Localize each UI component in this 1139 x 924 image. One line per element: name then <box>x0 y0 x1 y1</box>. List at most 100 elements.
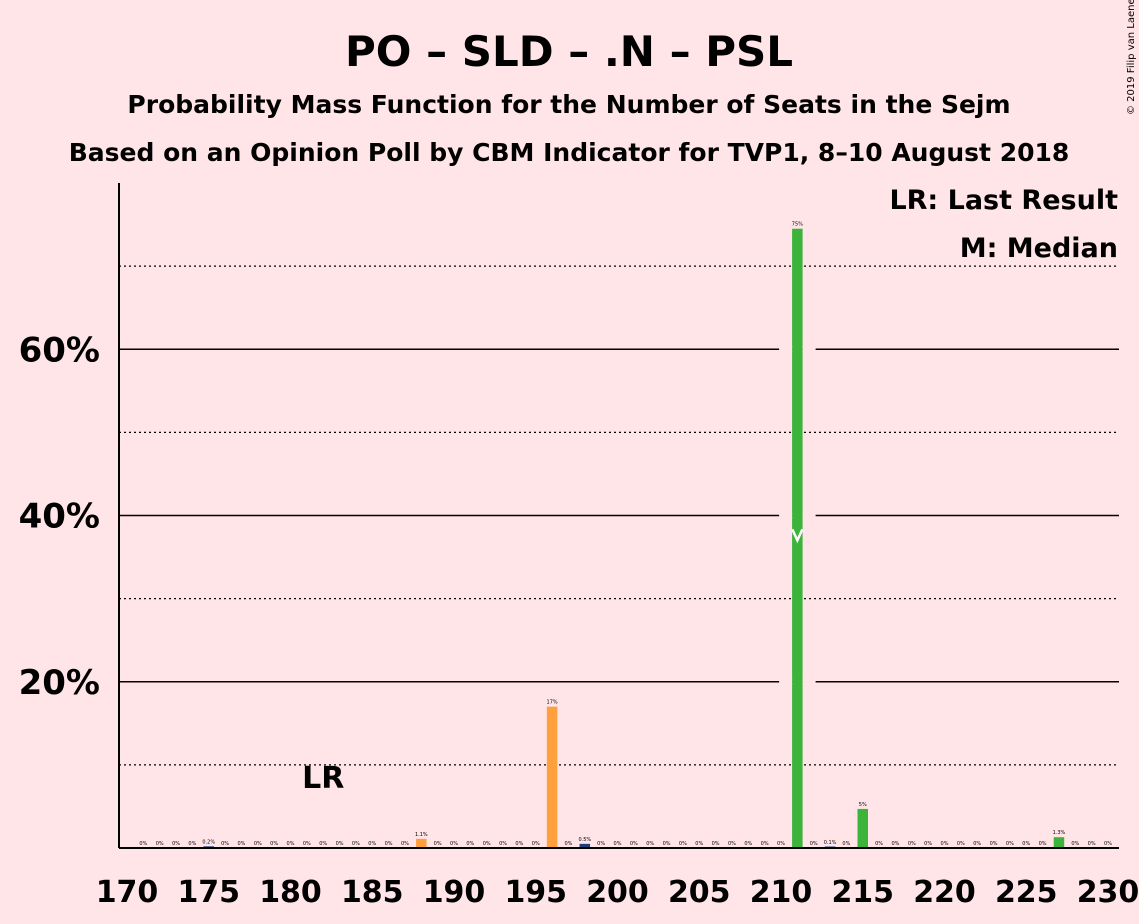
data-label-194: 0% <box>515 841 523 847</box>
data-label-212: 0% <box>810 841 818 847</box>
data-label-185: 0% <box>368 841 376 847</box>
x-tick-label-230: 230 <box>1077 875 1139 910</box>
data-label-227: 1.3% <box>1053 830 1066 836</box>
bar-196 <box>546 706 558 848</box>
data-label-224: 0% <box>1006 841 1014 847</box>
gridline-gap-left-60 <box>779 346 793 353</box>
y-tick-label-40: 40% <box>19 497 100 537</box>
data-label-226: 0% <box>1039 841 1047 847</box>
x-tick-label-190: 190 <box>423 875 486 910</box>
data-label-188: 1.1% <box>415 832 428 838</box>
data-label-205: 0% <box>695 841 703 847</box>
median-marker <box>791 528 804 544</box>
gridlines <box>119 265 1119 766</box>
copyright-note: © 2019 Filip van Laenen <box>1126 0 1137 115</box>
data-label-172: 0% <box>156 841 164 847</box>
data-label-203: 0% <box>663 841 671 847</box>
chart-subtitle-source: Based on an Opinion Poll by CBM Indicato… <box>69 138 1070 167</box>
x-tick-label-180: 180 <box>259 875 322 910</box>
data-label-189: 0% <box>434 841 442 847</box>
x-tick-label-200: 200 <box>586 875 649 910</box>
data-label-220: 0% <box>941 841 949 847</box>
data-label-223: 0% <box>990 841 998 847</box>
y-tick-label-60: 60% <box>19 330 100 370</box>
bars <box>203 228 1065 848</box>
data-label-210: 0% <box>777 841 785 847</box>
chart-title: PO – SLD – .N – PSL <box>345 27 793 76</box>
last-result-marker: LR <box>302 761 344 796</box>
bar-198 <box>579 843 591 848</box>
data-label-225: 0% <box>1022 841 1030 847</box>
chart-subtitle: Probability Mass Function for the Number… <box>127 90 1010 119</box>
data-label-211: 75% <box>792 222 803 228</box>
data-label-179: 0% <box>270 841 278 847</box>
data-label-183: 0% <box>336 841 344 847</box>
data-label-221: 0% <box>957 841 965 847</box>
data-label-176: 0% <box>221 841 229 847</box>
data-label-228: 0% <box>1071 841 1079 847</box>
bar-215 <box>857 808 868 848</box>
data-label-171: 0% <box>139 841 147 847</box>
x-tick-label-210: 210 <box>750 875 813 910</box>
data-label-207: 0% <box>728 841 736 847</box>
bar-188 <box>416 838 427 848</box>
data-label-198: 0.5% <box>578 837 591 843</box>
x-tick-label-170: 170 <box>96 875 159 910</box>
data-label-190: 0% <box>450 841 458 847</box>
data-label-174: 0% <box>188 841 196 847</box>
data-label-196: 17% <box>547 700 558 706</box>
data-label-208: 0% <box>744 841 752 847</box>
data-label-222: 0% <box>973 841 981 847</box>
data-label-181: 0% <box>303 841 311 847</box>
data-label-182: 0% <box>319 841 327 847</box>
data-label-214: 0% <box>842 841 850 847</box>
data-label-206: 0% <box>712 841 720 847</box>
data-label-193: 0% <box>499 841 507 847</box>
data-label-218: 0% <box>908 841 916 847</box>
data-label-229: 0% <box>1088 841 1096 847</box>
data-label-197: 0% <box>564 841 572 847</box>
labels: 20% 40% 60% 0% 0% 0% 0% 0.2% 0% 0% 0% 0% 0% 0% 0% 0% 0% 0… <box>19 222 1139 910</box>
x-tick-label-225: 225 <box>995 875 1058 910</box>
data-label-209: 0% <box>761 841 769 847</box>
axes <box>118 183 1119 849</box>
data-label-204: 0% <box>679 841 687 847</box>
x-tick-label-185: 185 <box>341 875 404 910</box>
bar-227 <box>1053 837 1065 848</box>
gridline-gap-right-60 <box>802 346 816 353</box>
data-label-202: 0% <box>646 841 654 847</box>
data-label-230: 0% <box>1104 841 1112 847</box>
data-label-219: 0% <box>924 841 932 847</box>
x-tick-label-215: 215 <box>831 875 894 910</box>
x-tick-label-175: 175 <box>177 875 240 910</box>
x-tick-label-205: 205 <box>668 875 731 910</box>
data-label-213: 0.1% <box>824 840 837 846</box>
gridline-gap-right-20 <box>802 678 816 685</box>
data-label-180: 0% <box>287 841 295 847</box>
data-label-191: 0% <box>466 841 474 847</box>
data-label-199: 0% <box>597 841 605 847</box>
data-label-187: 0% <box>401 841 409 847</box>
data-label-201: 0% <box>630 841 638 847</box>
gridline-gap-right-40 <box>802 512 816 519</box>
y-tick-label-20: 20% <box>19 663 100 703</box>
data-label-178: 0% <box>254 841 262 847</box>
data-label-177: 0% <box>237 841 245 847</box>
data-label-192: 0% <box>483 841 491 847</box>
data-label-216: 0% <box>875 841 883 847</box>
data-label-186: 0% <box>385 841 393 847</box>
data-label-217: 0% <box>891 841 899 847</box>
data-label-173: 0% <box>172 841 180 847</box>
gridline-gap-left-40 <box>779 512 793 519</box>
data-label-200: 0% <box>614 841 622 847</box>
legend-last-result: LR: Last Result <box>889 185 1118 216</box>
data-label-184: 0% <box>352 841 360 847</box>
data-label-175: 0.2% <box>202 839 215 845</box>
data-label-195: 0% <box>532 841 540 847</box>
data-label-215: 5% <box>859 802 867 808</box>
x-tick-label-195: 195 <box>504 875 567 910</box>
legend-median: M: Median <box>960 233 1118 264</box>
x-tick-label-220: 220 <box>913 875 976 910</box>
gridline-gap-left-20 <box>779 678 793 685</box>
